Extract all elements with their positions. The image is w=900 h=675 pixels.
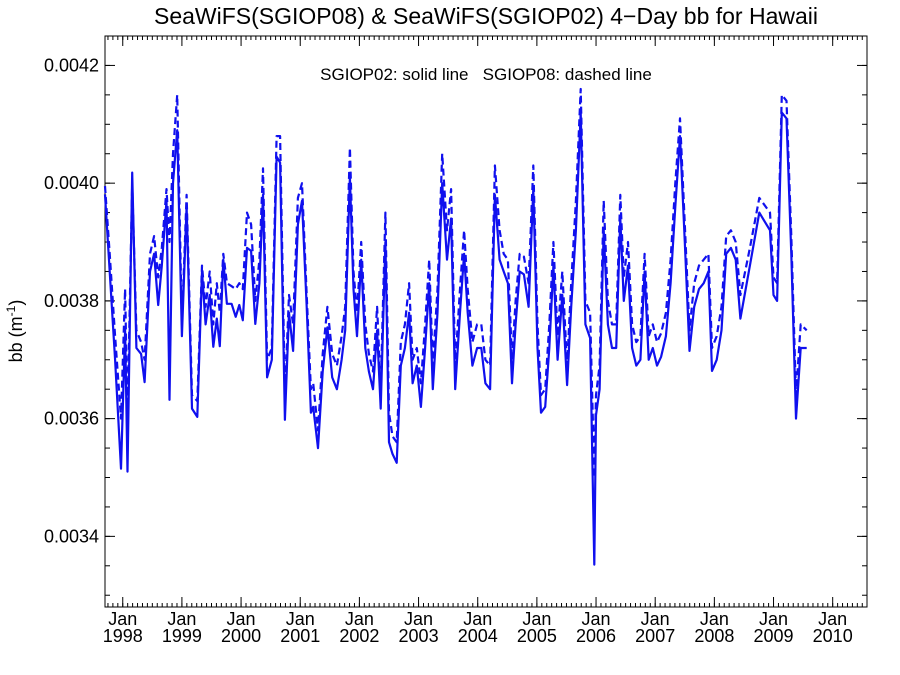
x-tick-label-month: Jan: [700, 609, 729, 629]
x-tick-label-year: 2005: [517, 626, 557, 646]
annotation: SGIOP02: solid line SGIOP08: dashed line: [320, 65, 652, 84]
y-axis-label: bb (m-1): [4, 300, 26, 363]
y-axis-label-sup: -1: [4, 305, 18, 316]
x-tick-label-year: 1998: [103, 626, 143, 646]
x-tick-label-month: Jan: [167, 609, 196, 629]
y-tick-label: 0.0038: [44, 291, 99, 311]
y-tick-label: 0.0040: [44, 173, 99, 193]
chart-title: SeaWiFS(SGIOP08) & SeaWiFS(SGIOP02) 4−Da…: [154, 3, 818, 29]
x-tick-label-month: Jan: [345, 609, 374, 629]
y-axis: 0.0034 0.0036 0.0038 0.0040 0.0042: [44, 35, 867, 596]
x-tick-label-year: 2006: [576, 626, 616, 646]
x-tick-label-year: 2008: [694, 626, 734, 646]
x-tick-label-year: 2000: [221, 626, 261, 646]
series-line-dashed: [103, 87, 808, 479]
y-tick-label: 0.0034: [44, 526, 99, 546]
x-tick-label-year: 2009: [754, 626, 794, 646]
x-tick-label-month: Jan: [404, 609, 433, 629]
x-tick-label-month: Jan: [227, 609, 256, 629]
x-tick-label-year: 2010: [813, 626, 853, 646]
x-axis: Jan1998Jan1999Jan2000Jan2001Jan2002Jan20…: [103, 36, 863, 646]
series-line-solid: [103, 111, 807, 566]
x-tick-label-year: 2001: [280, 626, 320, 646]
x-tick-label-year: 2007: [635, 626, 675, 646]
x-tick-label-month: Jan: [641, 609, 670, 629]
x-tick-label-month: Jan: [818, 609, 847, 629]
x-tick-label-month: Jan: [286, 609, 315, 629]
series-layer: [103, 87, 808, 566]
x-tick-label-year: 2003: [399, 626, 439, 646]
plot-frame: [104, 35, 868, 608]
x-tick-label-month: Jan: [463, 609, 492, 629]
y-tick-label: 0.0036: [44, 409, 99, 429]
x-tick-label-month: Jan: [759, 609, 788, 629]
x-tick-label-year: 1999: [162, 626, 202, 646]
x-tick-label-month: Jan: [108, 609, 137, 629]
x-tick-label-year: 2002: [339, 626, 379, 646]
x-tick-label-month: Jan: [582, 609, 611, 629]
x-tick-label-month: Jan: [522, 609, 551, 629]
y-tick-label: 0.0042: [44, 55, 99, 75]
x-tick-label-year: 2004: [458, 626, 498, 646]
